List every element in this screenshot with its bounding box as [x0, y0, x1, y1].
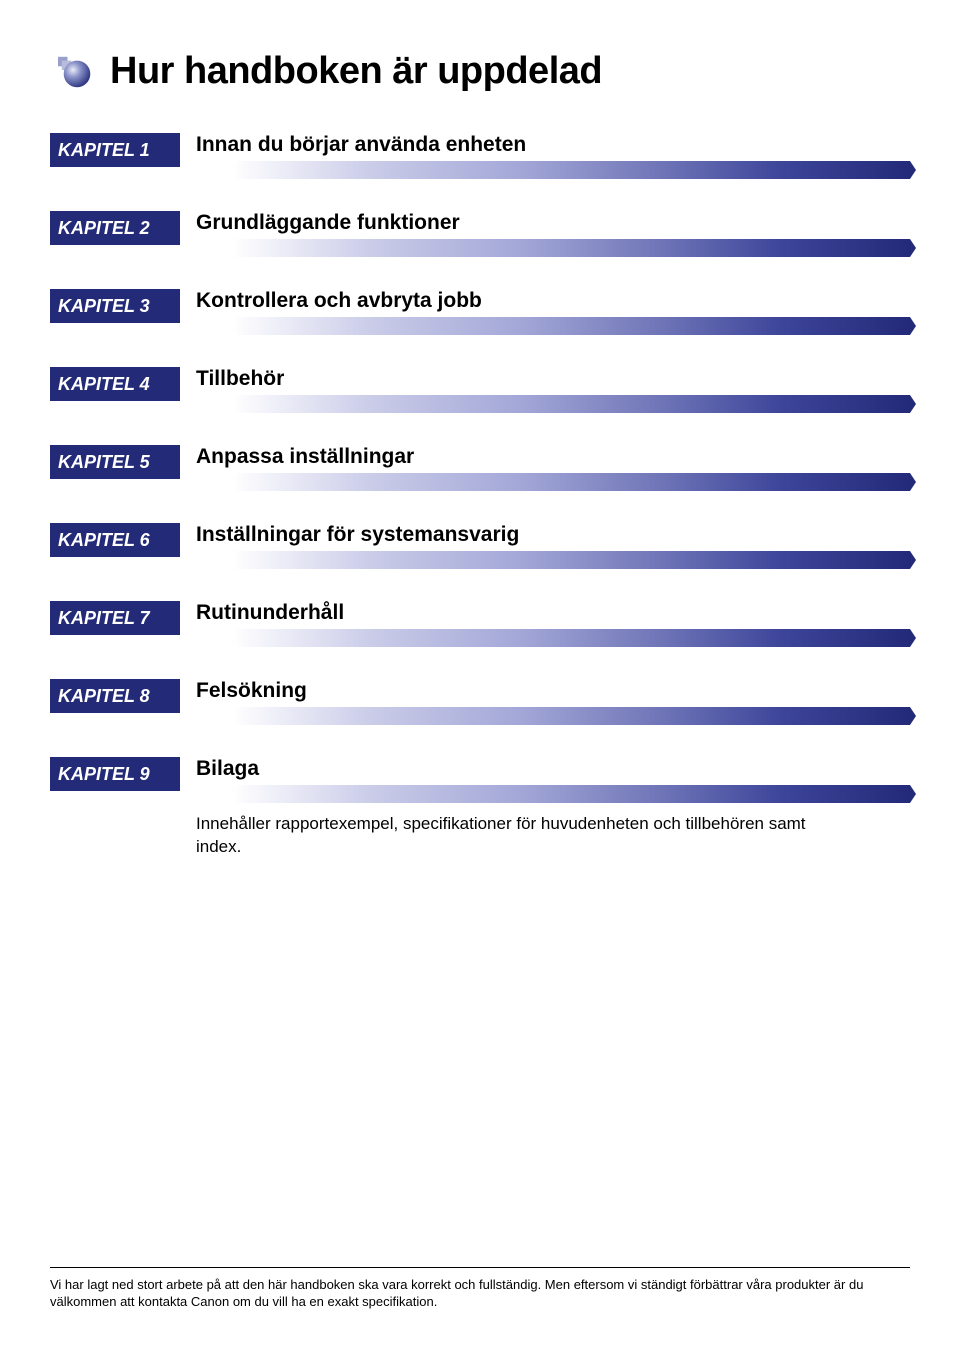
page-title: Hur handboken är uppdelad [110, 50, 602, 93]
chapter-title: Tillbehör [196, 367, 910, 395]
chapter-badge: KAPITEL 5 [50, 445, 180, 479]
chapter-row: KAPITEL 1 Innan du börjar använda enhete… [50, 133, 910, 179]
chapter-badge: KAPITEL 3 [50, 289, 180, 323]
chapter-title: Felsökning [196, 679, 910, 707]
chapter-title: Kontrollera och avbryta jobb [196, 289, 910, 317]
chapter-title: Grundläggande funktioner [196, 211, 910, 239]
chapter-content: Tillbehör [196, 367, 910, 413]
chapter-row: KAPITEL 3 Kontrollera och avbryta jobb [50, 289, 910, 335]
chapter-title: Inställningar för systemansvarig [196, 523, 910, 551]
chapter-row: KAPITEL 7 Rutinunderhåll [50, 601, 910, 647]
gradient-divider [196, 161, 910, 179]
chapter-content: Kontrollera och avbryta jobb [196, 289, 910, 335]
gradient-divider [196, 239, 910, 257]
chapter-badge: KAPITEL 2 [50, 211, 180, 245]
chapter-content: Anpassa inställningar [196, 445, 910, 491]
chapter-badge: KAPITEL 6 [50, 523, 180, 557]
chapter-badge: KAPITEL 9 [50, 757, 180, 791]
chapter-title: Bilaga [196, 757, 910, 785]
chapter-content: Felsökning [196, 679, 910, 725]
chapter-content: Grundläggande funktioner [196, 211, 910, 257]
chapter-row: KAPITEL 2 Grundläggande funktioner [50, 211, 910, 257]
chapter-content: Bilaga Innehåller rapportexempel, specif… [196, 757, 910, 859]
chapter-row: KAPITEL 8 Felsökning [50, 679, 910, 725]
sphere-bullet-icon [58, 53, 96, 91]
chapter-title: Innan du börjar använda enheten [196, 133, 910, 161]
chapter-content: Rutinunderhåll [196, 601, 910, 647]
chapter-content: Inställningar för systemansvarig [196, 523, 910, 569]
chapter-badge: KAPITEL 7 [50, 601, 180, 635]
page-header: Hur handboken är uppdelad [58, 50, 910, 93]
footer-disclaimer: Vi har lagt ned stort arbete på att den … [50, 1267, 910, 1311]
gradient-divider [196, 317, 910, 335]
chapter-badge: KAPITEL 4 [50, 367, 180, 401]
gradient-divider [196, 473, 910, 491]
gradient-divider [196, 707, 910, 725]
chapter-badge: KAPITEL 8 [50, 679, 180, 713]
gradient-divider [196, 395, 910, 413]
gradient-divider [196, 629, 910, 647]
chapter-row: KAPITEL 9 Bilaga Innehåller rapportexemp… [50, 757, 910, 859]
chapter-content: Innan du börjar använda enheten [196, 133, 910, 179]
chapter-title: Rutinunderhåll [196, 601, 910, 629]
chapter-row: KAPITEL 4 Tillbehör [50, 367, 910, 413]
chapter-title: Anpassa inställningar [196, 445, 910, 473]
chapter-badge: KAPITEL 1 [50, 133, 180, 167]
gradient-divider [196, 785, 910, 803]
chapter-description: Innehåller rapportexempel, specifikation… [196, 813, 836, 859]
chapter-row: KAPITEL 6 Inställningar för systemansvar… [50, 523, 910, 569]
gradient-divider [196, 551, 910, 569]
chapter-row: KAPITEL 5 Anpassa inställningar [50, 445, 910, 491]
